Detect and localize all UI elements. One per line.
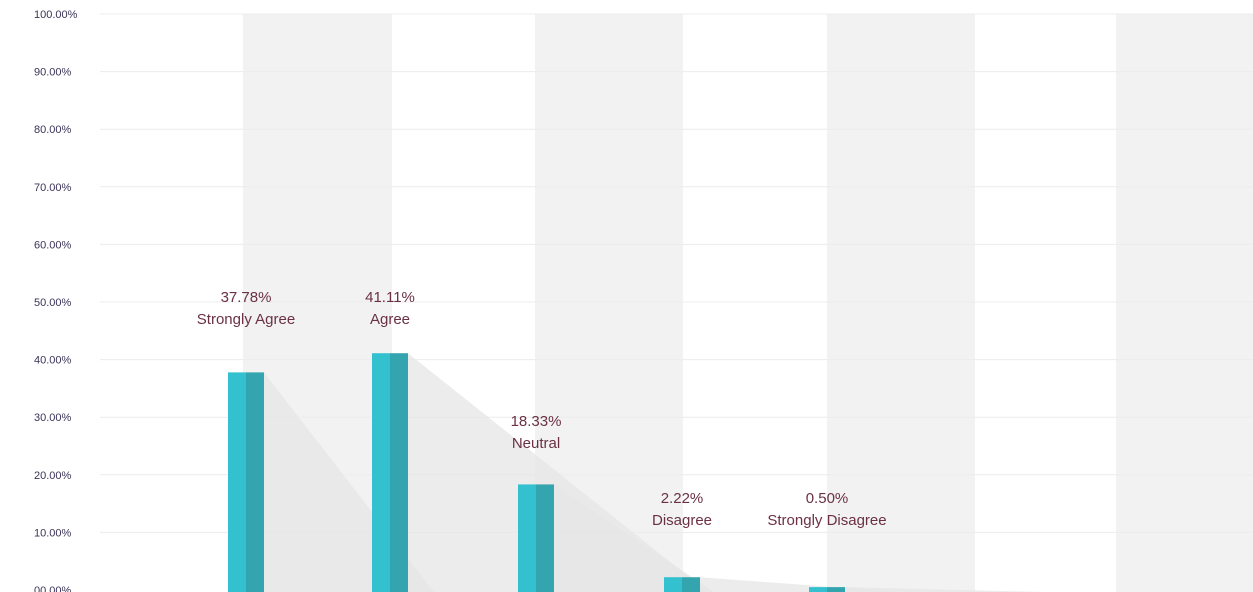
background-band-3: [827, 14, 975, 592]
y-tick-label: 00.00%: [34, 585, 72, 592]
bar-shadow: [408, 353, 708, 592]
y-tick-label: 50.00%: [34, 297, 72, 309]
bar-agree-shade: [390, 353, 408, 592]
bar-disagree-shade: [682, 577, 700, 592]
category-label: Disagree: [652, 512, 712, 529]
y-tick-label: 100.00%: [34, 9, 78, 21]
background-bands: [243, 14, 1253, 592]
data-value-label: 2.22%: [661, 490, 704, 507]
data-value-label: 37.78%: [221, 289, 272, 306]
bar-shadow: [845, 587, 1045, 592]
y-tick-label: 80.00%: [34, 124, 72, 136]
background-band-4: [1116, 14, 1253, 592]
y-tick-label: 30.00%: [34, 412, 72, 424]
category-label: Strongly Agree: [197, 311, 295, 328]
data-value-label: 18.33%: [511, 413, 562, 430]
bars: [228, 353, 845, 592]
y-tick-label: 20.00%: [34, 470, 72, 482]
bar-strongly-disagree: [809, 587, 827, 592]
bar-strongly-disagree-shade: [827, 587, 845, 592]
y-tick-label: 40.00%: [34, 355, 72, 367]
bar-neutral: [518, 484, 536, 592]
category-label: Neutral: [512, 435, 560, 452]
gridlines: [100, 13, 1253, 533]
bar-strongly-agree: [228, 372, 246, 592]
bar-disagree: [664, 577, 682, 592]
data-value-label: 0.50%: [806, 490, 849, 507]
category-label: Strongly Disagree: [767, 512, 886, 529]
bar-strongly-agree-shade: [246, 372, 264, 592]
y-tick-label: 10.00%: [34, 527, 72, 539]
data-labels: 37.78% Strongly Agree 41.11% Agree 18.33% Neu…: [197, 289, 887, 529]
bar-shadow: [554, 484, 714, 592]
bar-neutral-shade: [536, 484, 554, 592]
y-tick-label: 60.00%: [34, 239, 72, 251]
y-axis: 00.00% 10.00% 20.00% 30.00% 40.00% 50.00% 60.0…: [34, 9, 78, 592]
category-label: Agree: [370, 311, 410, 328]
y-tick-label: 90.00%: [34, 67, 72, 79]
bar-agree: [372, 353, 390, 592]
y-tick-label: 70.00%: [34, 182, 72, 194]
data-value-label: 41.11%: [365, 289, 415, 306]
